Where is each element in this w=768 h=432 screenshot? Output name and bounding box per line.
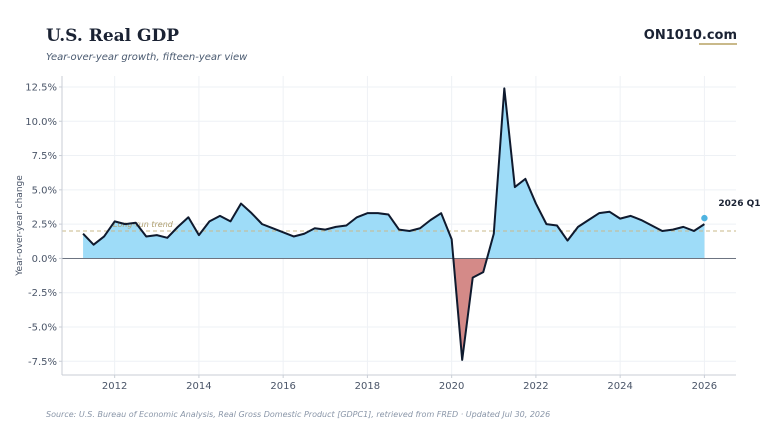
x-tick-label: 2024 [607,381,632,392]
brand-logo[interactable]: ON1010.com [643,28,737,43]
x-tick-label: 2018 [355,381,380,392]
gdp-growth-line [82,87,705,361]
last-point-label: 2026 Q1 [718,199,760,209]
y-tick-label: 0.0% [32,254,57,265]
y-tick-label: -5.0% [28,322,57,333]
y-tick-labels: -7.5% -5.0% -2.5% 0.0% 2.5% 5.0% 7.5% 10.0% 12.5… [25,82,62,368]
trend-label: Long-run trend [113,220,174,229]
chart-subtitle: Year-over-year growth, fifteen-year view [46,52,248,63]
chart-title: U.S. Real GDP [46,26,180,46]
source-note: Source: U.S. Bureau of Economic Analysis… [46,410,551,419]
x-tick-label: 2022 [523,381,548,392]
x-tick-label: 2016 [270,381,295,392]
axes [61,76,736,376]
positive-area [487,88,705,259]
y-axis-label: Year-over-year change [15,175,25,277]
x-tick-label: 2020 [439,381,464,392]
y-tick-label: 10.0% [25,117,57,128]
y-tick-label: -7.5% [28,357,57,368]
negative-area [453,258,488,360]
last-data-point[interactable] [701,214,708,222]
x-tick-label: 2014 [186,381,211,392]
y-tick-label: 2.5% [32,220,57,231]
y-tick-label: 5.0% [32,185,57,196]
x-tick-labels: 2012 2014 2016 2018 2020 2022 2024 2026 [102,375,717,392]
brand-underline [699,43,737,45]
x-tick-label: 2012 [102,381,127,392]
y-tick-label: -2.5% [28,288,57,299]
y-tick-label: 12.5% [25,82,57,93]
x-tick-label: 2026 [692,381,717,392]
y-tick-label: 7.5% [32,151,57,162]
